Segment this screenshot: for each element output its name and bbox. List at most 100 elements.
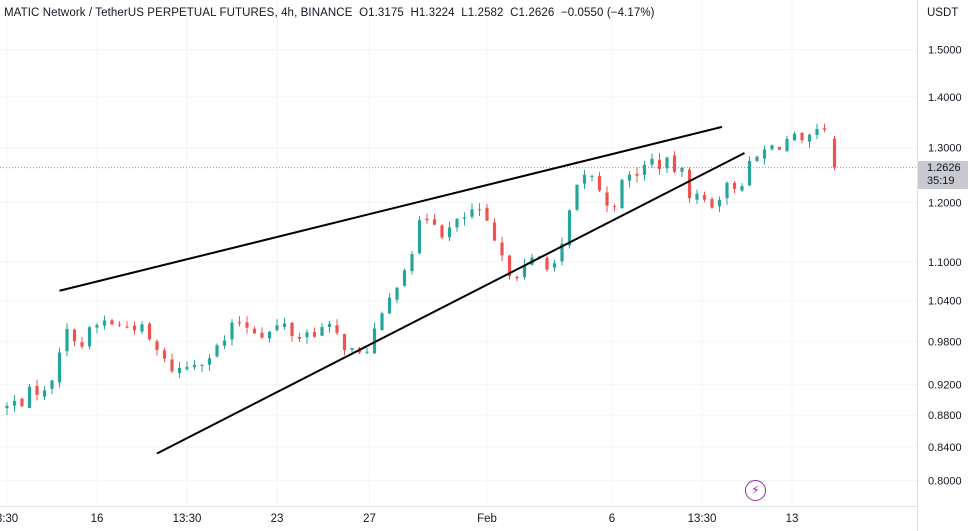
last-price-value: 1.2626 [927,162,961,174]
candle [27,384,32,409]
y-tick-label: 1.1000 [928,257,962,269]
candle [770,144,774,151]
symbol-name[interactable]: MATIC Network / TetherUS PERPETUAL FUTUR… [4,7,275,19]
candle [170,353,174,374]
candle [87,325,92,350]
candle [515,275,519,282]
candle [245,316,249,334]
candle [777,146,782,150]
candle [237,316,242,327]
x-tick-label: 6 [609,513,615,525]
trendline-upper[interactable] [59,125,723,292]
candle [755,155,759,162]
candle [545,255,549,272]
candle [477,203,482,216]
candle [312,327,317,338]
candle [455,218,459,232]
candle [417,215,422,255]
candle [762,145,767,165]
candle [125,321,129,329]
candle [590,174,594,182]
close-value: C1.2626 [510,7,555,19]
y-tick-label: 1.2000 [928,198,962,210]
candle [492,218,497,241]
candle [215,343,219,358]
candle [785,135,789,152]
currency-label[interactable]: USDT [927,7,959,19]
candle [342,333,347,356]
candle [815,123,819,140]
candle [440,223,444,240]
candle [650,153,654,169]
candle [290,322,294,342]
candle [447,221,452,242]
price-axis-ticks: 1.5000 1.4000 1.3000 1.2000 1.1000 1.0400 0.98… [928,45,962,488]
candle [297,332,302,343]
candle [65,323,69,357]
candle [185,361,189,372]
x-tick-label: Feb [477,513,497,525]
candle [832,135,837,171]
candle [282,317,287,330]
candle [710,196,714,209]
candle [597,171,602,193]
y-tick-label: 0.8400 [928,442,962,454]
trendlines[interactable] [59,125,745,455]
candle [657,152,662,175]
candle [740,183,744,192]
candle [327,320,332,333]
candle [275,319,279,332]
symbol-legend[interactable]: MATIC Network / TetherUS PERPETUAL FUTUR… [4,7,655,19]
candle [200,364,204,373]
candle [132,321,137,335]
candle [192,359,197,370]
y-tick-label: 1.3000 [928,143,962,155]
candle [387,293,392,314]
candle [410,250,414,275]
candle [395,286,399,304]
candle [365,347,369,355]
exchange-label: BINANCE [300,7,353,19]
candle [635,167,639,183]
candle [620,178,624,209]
candle [5,402,9,416]
candle [147,322,152,341]
x-tick-label: 27 [363,513,376,525]
candle [95,322,99,334]
candle [792,131,797,142]
low-value: L1.2582 [461,7,504,19]
candle [800,132,804,144]
candle [552,259,557,272]
candle [612,203,617,212]
y-tick-label: 0.8800 [928,410,962,422]
trendline-lower[interactable] [156,152,745,455]
candle [560,237,564,266]
candle [575,184,579,212]
candle [822,123,827,133]
candle [665,156,669,173]
grid [0,0,917,506]
candle [230,319,234,346]
candle [72,328,77,346]
x-tick-label: 23 [271,513,284,525]
y-tick-label: 0.8000 [928,475,962,487]
candle [500,236,504,262]
candle [140,321,144,335]
bar-countdown: 35:19 [927,175,955,187]
candle [57,347,62,388]
candle [50,380,54,395]
lightning-bolt-icon[interactable]: ⚡ [745,480,766,501]
x-tick-label: 13:30 [688,513,717,525]
high-value: H1.3224 [410,7,455,19]
candle [20,397,24,408]
candle [110,318,114,326]
y-tick-label: 1.5000 [928,45,962,57]
y-tick-label: 0.9800 [928,336,962,348]
candle [702,191,707,203]
candle [522,258,527,280]
candle [102,315,107,330]
candle [747,156,752,186]
candle [117,321,122,327]
